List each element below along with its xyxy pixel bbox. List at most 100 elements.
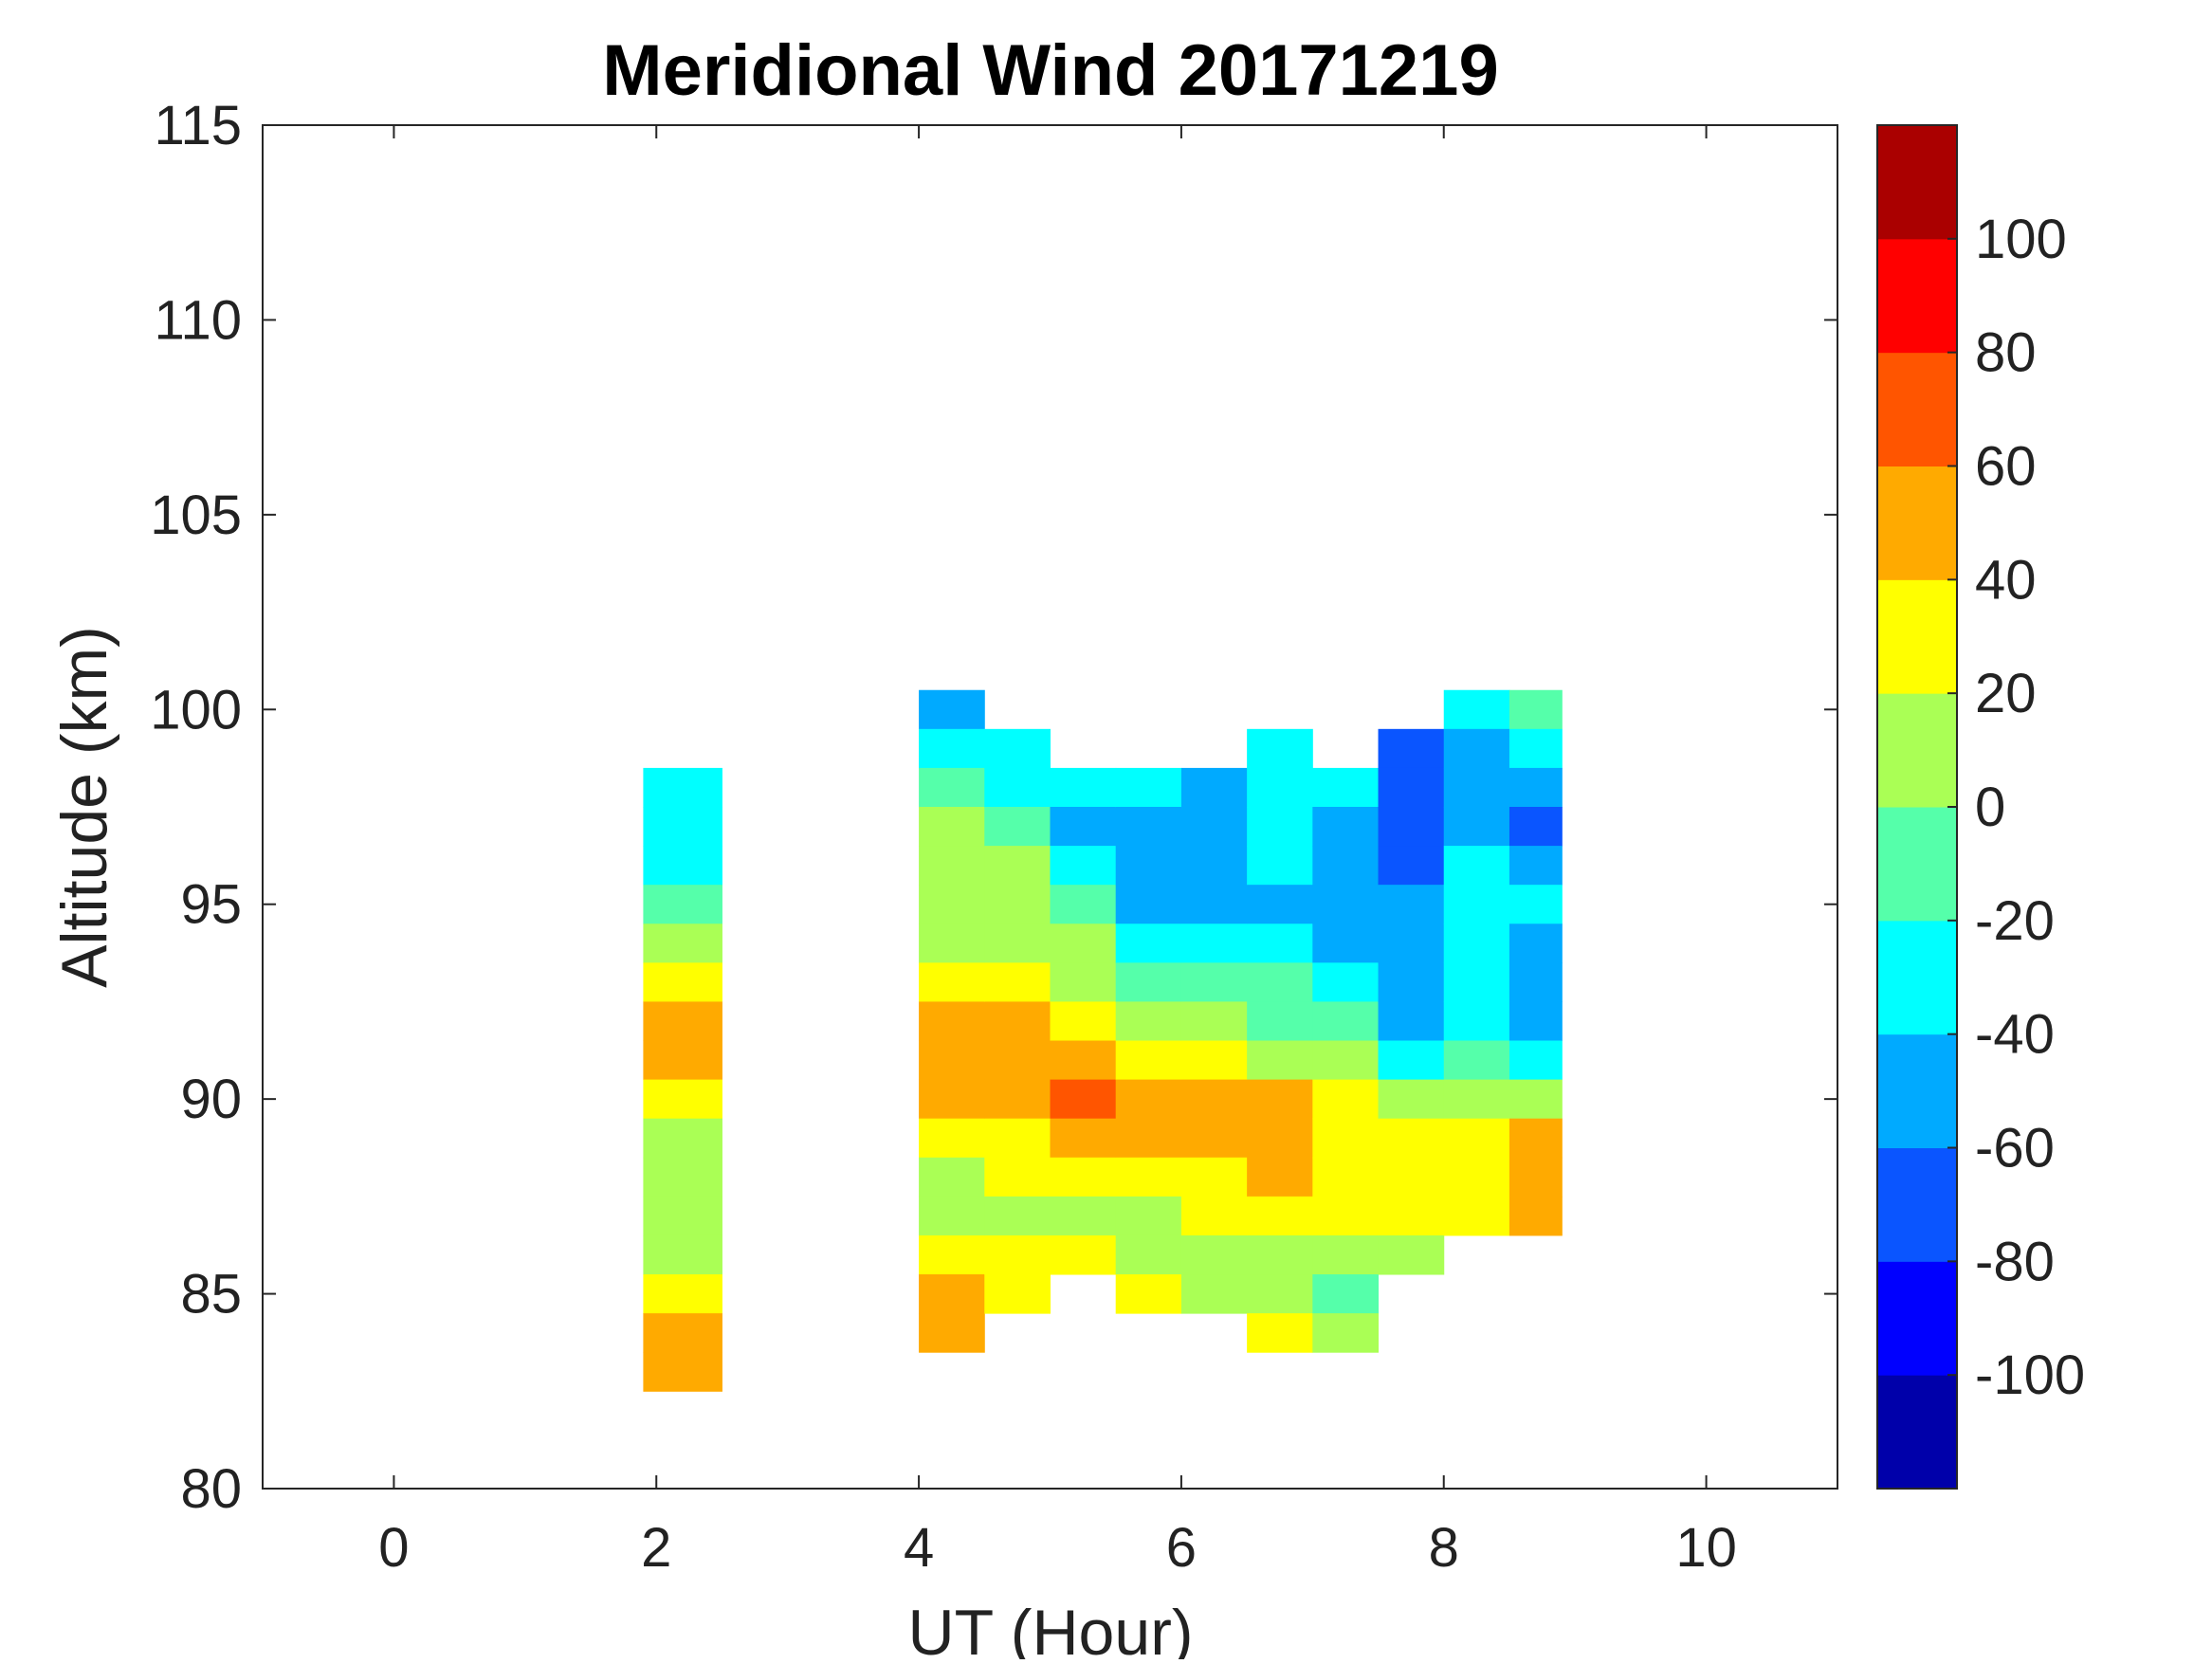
contour-cell (1508, 962, 1563, 1002)
contour-cell (1180, 885, 1248, 924)
contour-cell (1247, 1079, 1313, 1120)
contour-cell (984, 1157, 1051, 1198)
contour-cell (1508, 689, 1563, 730)
contour-cell (919, 1274, 985, 1314)
x-tick-label: 0 (378, 1517, 409, 1579)
contour-cell (1508, 885, 1563, 924)
contour-cell (919, 846, 985, 886)
contour-cell (919, 1234, 985, 1275)
contour-cell (1312, 885, 1380, 924)
contour-cell (1378, 1079, 1445, 1120)
contour-cell (1508, 767, 1563, 808)
contour-cell (1247, 1118, 1313, 1159)
colorbar-tick-label: 80 (1975, 322, 2037, 384)
contour-cell (1378, 728, 1445, 769)
contour-cell (984, 846, 1051, 886)
contour-cell (919, 1118, 985, 1159)
contour-cell (643, 1313, 722, 1353)
contour-cell (1312, 923, 1380, 963)
contour-cell (1443, 1118, 1510, 1159)
contour-cell (1312, 1234, 1380, 1275)
y-tick-label: 95 (180, 874, 242, 936)
contour-cell (919, 767, 985, 808)
colorbar-tick-label: -40 (1975, 1004, 2055, 1066)
contour-cell (1115, 767, 1182, 808)
contour-cell (643, 1234, 722, 1275)
contour-cell (643, 1274, 722, 1314)
contour-cell (1180, 1274, 1248, 1314)
contour-cell (1115, 885, 1182, 924)
contour-cell (919, 1040, 985, 1081)
contour-cell (1508, 1157, 1563, 1198)
colorbar-segment (1877, 807, 1957, 922)
contour-cell (1115, 1118, 1182, 1159)
contour-cell (919, 1001, 985, 1042)
contour-cell (643, 1352, 722, 1392)
colorbar-tick-label: -20 (1975, 890, 2055, 952)
contour-cell (984, 1274, 1051, 1314)
contour-cell (984, 1196, 1051, 1236)
colorbar-tick-label: 40 (1975, 549, 2037, 611)
contour-cell (1115, 1234, 1182, 1275)
colorbar-segment (1877, 466, 1957, 580)
contour-cell (1378, 1118, 1445, 1159)
y-tick-label: 80 (180, 1458, 242, 1520)
contour-cell (643, 1196, 722, 1236)
contour-cell (1115, 846, 1182, 886)
contour-cell (1247, 885, 1313, 924)
contour-cell (919, 1079, 985, 1120)
contour-cell (1312, 846, 1380, 886)
contour-cell (1508, 1079, 1563, 1120)
y-tick-label: 85 (180, 1264, 242, 1326)
contour-cell (1050, 767, 1117, 808)
contour-cell (984, 923, 1051, 963)
contour-cell (1180, 1234, 1248, 1275)
colorbar-segment (1877, 1261, 1957, 1376)
contour-cell (1378, 1234, 1445, 1275)
colorbar-tick-label: 60 (1975, 436, 2037, 498)
contour-cell (1247, 1313, 1313, 1353)
x-tick-label: 10 (1675, 1517, 1737, 1579)
contour-cell (1050, 846, 1117, 886)
contour-cell (1180, 1079, 1248, 1120)
contour-cell (1247, 1001, 1313, 1042)
contour-cell (1508, 846, 1563, 886)
contour-cell (1180, 1001, 1248, 1042)
contour-cell (1443, 728, 1510, 769)
contour-cell (643, 1079, 722, 1120)
contour-cell (1180, 1196, 1248, 1236)
contour-cell (984, 728, 1051, 769)
colorbar-tick-label: -100 (1975, 1344, 2085, 1406)
contour-cell (1050, 1234, 1117, 1275)
contour-cell (1443, 885, 1510, 924)
contour-cell (1443, 807, 1510, 847)
x-tick-label: 2 (641, 1517, 671, 1579)
contour-cell (1180, 1118, 1248, 1159)
contour-cell (1378, 923, 1445, 963)
colorbar-segment (1877, 579, 1957, 694)
colorbar-tick-label: 20 (1975, 663, 2037, 724)
contour-cell (1378, 1157, 1445, 1198)
y-tick-label: 90 (180, 1069, 242, 1130)
contour-cell (1247, 1196, 1313, 1236)
contour-cell (1443, 1157, 1510, 1198)
contour-cell (1378, 962, 1445, 1002)
colorbar-segment (1877, 1033, 1957, 1148)
contour-cell (1443, 962, 1510, 1002)
contour-cell (919, 962, 985, 1002)
contour-cell (1443, 1040, 1510, 1081)
contour-cell (919, 1157, 985, 1198)
colorbar-segment (1877, 238, 1957, 354)
contour-cell (1443, 689, 1510, 730)
y-axis-label: Altitude (km) (48, 626, 120, 988)
contour-cell (1050, 1196, 1117, 1236)
contour-cell (1247, 728, 1313, 769)
colorbar-tick-label: -60 (1975, 1118, 2055, 1179)
contour-cell (643, 846, 722, 886)
contour-cell (1378, 807, 1445, 847)
contour-cell (1443, 1001, 1510, 1042)
contour-cell (1508, 807, 1563, 847)
contour-cell (1312, 1274, 1380, 1314)
y-axis: 80 85 90 95 100 105 110 115 (150, 95, 1837, 1520)
